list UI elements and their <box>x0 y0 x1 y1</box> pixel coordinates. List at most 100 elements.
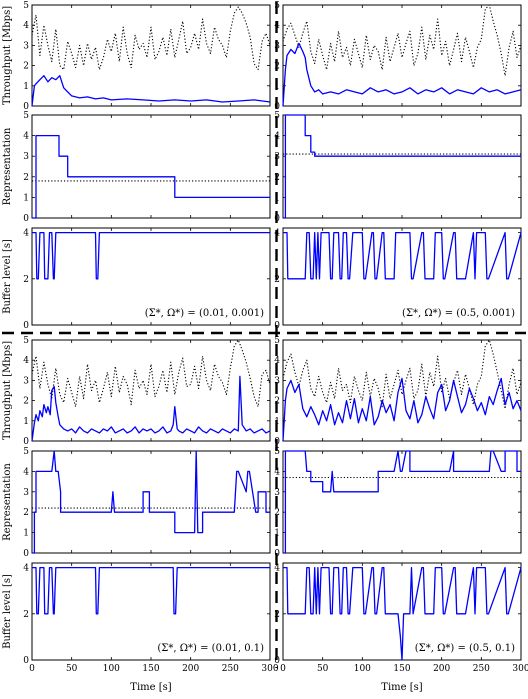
y-tick-label: 3 <box>274 488 280 498</box>
axes-frame <box>31 339 271 442</box>
panel-top-right-buffer: 0 2 4 (Σ*, Ω*) = (0.5, 0.001) <box>274 227 522 331</box>
panel-top-left-buffer: 0 2 4 Buffer level [s] (Σ*, Ω*) = (0.01, 0.0… <box>2 227 271 331</box>
series-line-selected <box>283 450 521 554</box>
y-tick-label: 0 <box>274 321 280 331</box>
series-line-selected <box>282 377 522 442</box>
y-tick-label: 0 <box>23 102 29 112</box>
panel-bottom-right-representation: 0 1 2 3 4 5 <box>274 447 522 559</box>
y-tick-label: 1 <box>23 529 29 539</box>
y-axis-label: Representation <box>2 127 13 205</box>
series-line-reference <box>31 339 271 408</box>
y-tick-label: 0 <box>23 437 29 447</box>
y-tick-label: 2 <box>23 173 29 183</box>
x-tick-label: 200 <box>433 664 450 674</box>
y-tick-label: 2 <box>23 275 29 285</box>
axes-frame <box>282 114 522 219</box>
y-tick-label: 1 <box>274 193 280 203</box>
y-tick-label: 1 <box>274 529 280 539</box>
x-axis-label-left: Time [s] <box>130 682 171 693</box>
panel-top-right-throughput: 0 1 2 3 4 5 <box>274 1 522 112</box>
panel-top-right-representation: 0 1 2 3 4 5 <box>274 111 522 224</box>
axes-frame <box>31 4 271 107</box>
x-tick-label: 300 <box>261 664 278 674</box>
x-tick-label: 0 <box>29 664 35 674</box>
series-line-selected <box>283 231 522 280</box>
series-line-selected <box>283 566 522 661</box>
y-tick-label: 0 <box>274 437 280 447</box>
y-tick-label: 0 <box>274 656 280 666</box>
x-axis-label-right: Time [s] <box>381 682 422 693</box>
y-tick-label: 4 <box>23 132 29 142</box>
y-tick-label: 4 <box>274 356 280 366</box>
y-tick-label: 1 <box>23 417 29 427</box>
y-tick-label: 3 <box>274 376 280 386</box>
y-tick-label: 3 <box>23 152 29 162</box>
y-tick-label: 4 <box>23 467 29 477</box>
y-tick-label: 4 <box>274 564 280 574</box>
axes-frame <box>282 339 522 442</box>
y-tick-label: 0 <box>274 549 280 559</box>
parameter-annotation: (Σ*, Ω*) = (0.5, 0.1) <box>415 643 515 654</box>
panel-bottom-right-buffer: 0 2 4 0 50 100 150 200 250 300 (Σ*, Ω*) = (0.5, 0.… <box>274 562 528 674</box>
y-tick-label: 0 <box>274 102 280 112</box>
y-tick-label: 4 <box>23 229 29 239</box>
panels: 0 1 2 3 4 5 Throughput [Mbps] 0 1 2 3 4 5 Representat… <box>2 1 528 674</box>
y-tick-label: 0 <box>23 321 29 331</box>
series-line-selected <box>32 231 270 280</box>
x-tick-label: 150 <box>142 664 159 674</box>
x-tick-label: 50 <box>317 664 329 674</box>
series-line-reference <box>31 6 271 71</box>
y-tick-label: 4 <box>274 229 280 239</box>
y-tick-label: 3 <box>274 152 280 162</box>
series-line-selected <box>32 134 270 219</box>
y-tick-label: 2 <box>23 508 29 518</box>
x-tick-label: 100 <box>103 664 120 674</box>
panel-bottom-right-throughput: 0 1 2 3 4 5 <box>274 336 522 447</box>
y-tick-label: 1 <box>274 82 280 92</box>
y-tick-label: 2 <box>274 610 280 620</box>
series-line-selected <box>282 42 522 107</box>
y-tick-label: 5 <box>274 447 280 457</box>
y-tick-label: 4 <box>23 356 29 366</box>
y-tick-label: 2 <box>274 508 280 518</box>
parameter-annotation: (Σ*, Ω*) = (0.5, 0.001) <box>402 308 515 319</box>
y-tick-label: 4 <box>274 132 280 142</box>
y-tick-label: 5 <box>274 1 280 11</box>
series-line-selected <box>32 450 270 554</box>
panel-top-left-throughput: 0 1 2 3 4 5 Throughput [Mbps] <box>2 1 271 112</box>
parameter-annotation: (Σ*, Ω*) = (0.01, 0.1) <box>157 643 264 654</box>
y-tick-label: 3 <box>23 376 29 386</box>
y-tick-label: 2 <box>23 62 29 72</box>
y-tick-label: 2 <box>274 173 280 183</box>
x-tick-label: 0 <box>280 664 286 674</box>
y-axis-label: Representation <box>2 463 13 541</box>
y-tick-label: 0 <box>23 549 29 559</box>
axes-frame <box>282 450 522 554</box>
panel-bottom-left-representation: 0 1 2 3 4 5 Representation <box>2 447 271 559</box>
x-tick-label: 150 <box>393 664 410 674</box>
y-tick-label: 4 <box>274 21 280 31</box>
panel-bottom-left-buffer: 0 2 4 0 50 100 150 200 250 300 Buffer level [s] (Σ*… <box>2 562 279 674</box>
y-axis-label: Buffer level [s] <box>2 239 13 314</box>
y-tick-label: 4 <box>23 21 29 31</box>
y-axis-label: Throughput [Mbps] <box>2 6 13 105</box>
y-tick-label: 4 <box>274 467 280 477</box>
y-axis-label: Throughput [Mbps] <box>2 341 13 440</box>
y-tick-label: 1 <box>23 193 29 203</box>
series-line-selected <box>32 566 270 615</box>
panel-bottom-left-throughput: 0 1 2 3 4 5 Throughput [Mbps] <box>2 336 271 447</box>
y-tick-label: 5 <box>274 336 280 346</box>
x-tick-label: 200 <box>182 664 199 674</box>
y-tick-label: 5 <box>23 1 29 11</box>
y-tick-label: 2 <box>23 397 29 407</box>
y-tick-label: 3 <box>274 41 280 51</box>
y-tick-label: 0 <box>274 214 280 224</box>
divider-lines <box>2 2 526 668</box>
y-tick-label: 3 <box>23 488 29 498</box>
series-line-reference <box>282 4 522 77</box>
y-tick-label: 5 <box>23 336 29 346</box>
x-tick-label: 250 <box>222 664 239 674</box>
y-axis-label: Buffer level [s] <box>2 574 13 649</box>
y-tick-label: 2 <box>274 397 280 407</box>
